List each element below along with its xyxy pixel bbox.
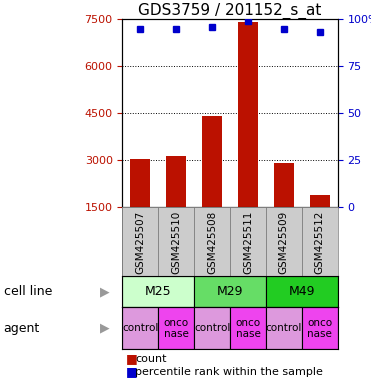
Text: ■: ■ xyxy=(126,365,138,378)
Bar xyxy=(158,307,194,349)
Bar xyxy=(158,207,194,276)
Bar xyxy=(131,159,150,207)
Bar xyxy=(194,276,266,307)
Text: GSM425508: GSM425508 xyxy=(207,210,217,273)
Bar xyxy=(266,276,338,307)
Text: ▶: ▶ xyxy=(100,322,109,335)
Text: control: control xyxy=(266,323,302,333)
Text: ▶: ▶ xyxy=(100,285,109,298)
Bar xyxy=(302,207,338,276)
Text: M29: M29 xyxy=(217,285,243,298)
Text: GSM425507: GSM425507 xyxy=(135,210,145,273)
Text: M49: M49 xyxy=(289,285,315,298)
Bar xyxy=(166,156,186,207)
Text: ■: ■ xyxy=(126,353,138,366)
Bar xyxy=(230,307,266,349)
Bar xyxy=(302,307,338,349)
Bar xyxy=(122,207,158,276)
Bar xyxy=(230,207,266,276)
Text: M25: M25 xyxy=(145,285,172,298)
Text: GSM425512: GSM425512 xyxy=(315,210,325,274)
Bar xyxy=(122,276,194,307)
Bar xyxy=(194,207,230,276)
Bar xyxy=(274,164,294,207)
Text: onco
nase: onco nase xyxy=(307,318,332,339)
Bar xyxy=(202,116,222,207)
Text: onco
nase: onco nase xyxy=(235,318,260,339)
Text: agent: agent xyxy=(4,322,40,335)
Bar xyxy=(310,195,329,207)
Bar xyxy=(122,307,158,349)
Text: GSM425511: GSM425511 xyxy=(243,210,253,274)
Bar xyxy=(266,307,302,349)
Text: control: control xyxy=(122,323,158,333)
Text: control: control xyxy=(194,323,230,333)
Bar xyxy=(238,22,258,207)
Text: cell line: cell line xyxy=(4,285,52,298)
Text: count: count xyxy=(135,354,167,364)
Text: percentile rank within the sample: percentile rank within the sample xyxy=(135,367,323,377)
Bar xyxy=(266,207,302,276)
Text: onco
nase: onco nase xyxy=(164,318,189,339)
Bar xyxy=(194,307,230,349)
Text: GSM425510: GSM425510 xyxy=(171,210,181,273)
Title: GDS3759 / 201152_s_at: GDS3759 / 201152_s_at xyxy=(138,3,322,19)
Text: GSM425509: GSM425509 xyxy=(279,210,289,273)
